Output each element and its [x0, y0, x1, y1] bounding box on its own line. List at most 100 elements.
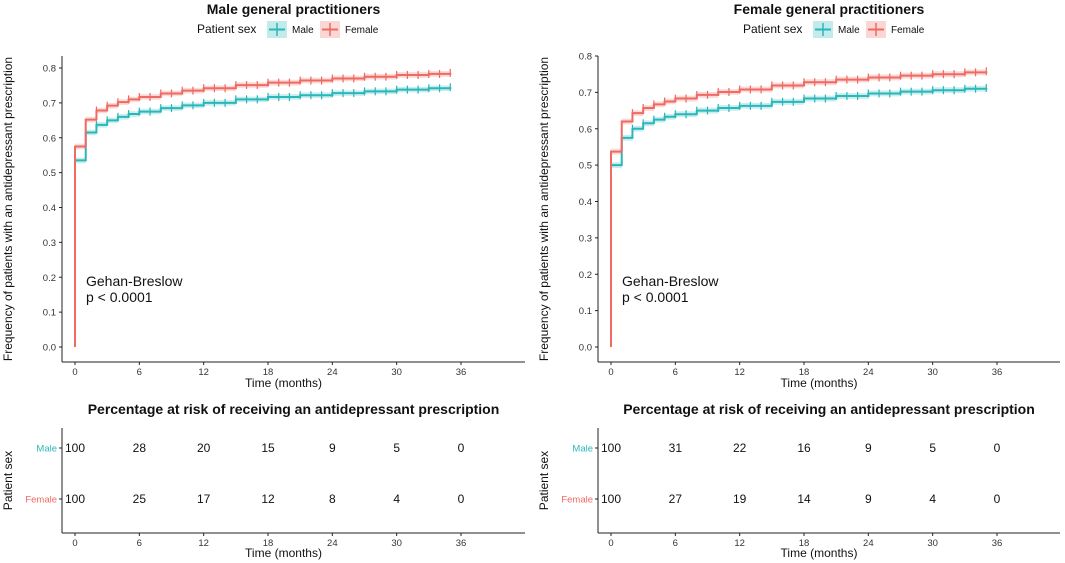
x-tick-label: 6 — [137, 367, 142, 378]
stat-test-name: Gehan-Breslow — [622, 273, 719, 289]
x-tick-label: 36 — [992, 367, 1003, 378]
risk-value-female: 12 — [261, 492, 275, 506]
legend-label-male: Male — [838, 25, 860, 36]
risk-x-axis-label: Time (months) — [245, 546, 322, 560]
risk-value-female: 4 — [393, 492, 400, 506]
risk-value-male: 100 — [601, 441, 621, 455]
y-tick-label: 0.7 — [579, 88, 592, 99]
risk-x-tick-label: 36 — [992, 538, 1003, 549]
risk-value-female: 27 — [669, 492, 683, 506]
risk-value-female: 100 — [601, 492, 621, 506]
x-tick-label: 18 — [263, 367, 274, 378]
y-tick-label: 0.4 — [43, 203, 56, 214]
x-tick-label: 0 — [608, 367, 613, 378]
y-tick-label: 0.8 — [43, 64, 56, 75]
risk-table-title: Percentage at risk of receiving an antid… — [623, 401, 1035, 417]
risk-value-male: 28 — [133, 441, 147, 455]
x-tick-label: 24 — [863, 367, 874, 378]
risk-value-female: 0 — [458, 492, 465, 506]
x-tick-label: 36 — [456, 367, 467, 378]
risk-x-tick-label: 30 — [927, 538, 938, 549]
risk-x-tick-label: 18 — [799, 538, 810, 549]
risk-value-female: 4 — [929, 492, 936, 506]
risk-value-male: 0 — [994, 441, 1001, 455]
y-tick-label: 0.7 — [43, 98, 56, 109]
risk-table-title: Percentage at risk of receiving an antid… — [88, 401, 500, 417]
y-tick-label: 0.3 — [579, 233, 592, 244]
risk-x-tick-label: 18 — [263, 538, 274, 549]
risk-x-tick-label: 30 — [391, 538, 402, 549]
x-axis-label: Time (months) — [781, 376, 858, 390]
risk-value-male: 0 — [458, 441, 465, 455]
y-tick-label: 0.1 — [43, 308, 56, 319]
risk-y-axis-label: Patient sex — [1, 451, 15, 510]
risk-value-male: 16 — [797, 441, 811, 455]
risk-value-male: 22 — [733, 441, 747, 455]
risk-row-label-female: Female — [25, 495, 57, 506]
x-tick-label: 24 — [327, 367, 338, 378]
ci-band-female — [75, 70, 451, 150]
y-tick-label: 0.6 — [43, 133, 56, 144]
y-tick-label: 0.2 — [43, 273, 56, 284]
km-curve-female — [610, 71, 988, 347]
x-tick-label: 6 — [673, 367, 678, 378]
y-axis-label: Frequency of patients with an antidepres… — [537, 57, 551, 361]
risk-x-tick-label: 6 — [137, 538, 142, 549]
stat-test-name: Gehan-Breslow — [86, 273, 183, 289]
x-tick-label: 12 — [198, 367, 209, 378]
panel-female-gp: Female general practitioners Patient sex M… — [537, 1, 1060, 560]
panel-male-gp: Male general practitioners Patient sex Mal… — [1, 1, 525, 560]
legend-label-female: Female — [345, 25, 379, 36]
y-tick-label: 0.1 — [579, 306, 592, 317]
risk-value-female: 100 — [65, 492, 85, 506]
x-tick-label: 0 — [72, 367, 77, 378]
risk-value-female: 19 — [733, 492, 747, 506]
risk-y-axis-label: Patient sex — [537, 451, 551, 510]
ci-band-male — [75, 84, 451, 164]
risk-x-axis-label: Time (months) — [781, 546, 858, 560]
risk-value-male: 9 — [865, 441, 872, 455]
ci-band-female — [611, 68, 987, 155]
ci-band-male — [611, 85, 987, 169]
y-tick-label: 0.0 — [579, 343, 592, 354]
y-tick-label: 0.2 — [579, 270, 592, 281]
y-tick-label: 0.8 — [579, 52, 592, 63]
risk-x-tick-label: 0 — [608, 538, 613, 549]
legend-title: Patient sex — [743, 22, 802, 36]
chart-title: Male general practitioners — [207, 1, 381, 17]
risk-x-tick-label: 12 — [734, 538, 745, 549]
risk-value-male: 31 — [669, 441, 683, 455]
stat-p-value: p < 0.0001 — [622, 289, 689, 305]
risk-row-label-male: Male — [572, 444, 593, 455]
risk-value-male: 5 — [929, 441, 936, 455]
legend-title: Patient sex — [197, 22, 256, 36]
chart-title: Female general practitioners — [734, 1, 925, 17]
risk-value-male: 100 — [65, 441, 85, 455]
km-curve-male — [610, 87, 988, 347]
km-curve-male — [74, 87, 452, 347]
x-axis-label: Time (months) — [245, 376, 322, 390]
legend-label-female: Female — [891, 25, 925, 36]
x-tick-label: 30 — [391, 367, 402, 378]
risk-x-tick-label: 12 — [198, 538, 209, 549]
risk-value-female: 14 — [797, 492, 811, 506]
stat-p-value: p < 0.0001 — [86, 289, 153, 305]
risk-x-tick-label: 36 — [456, 538, 467, 549]
y-tick-label: 0.6 — [579, 124, 592, 135]
y-tick-label: 0.4 — [579, 197, 592, 208]
legend: Patient sex Male Female — [743, 21, 925, 38]
risk-value-female: 0 — [994, 492, 1001, 506]
risk-x-tick-label: 24 — [327, 538, 338, 549]
y-tick-label: 0.5 — [579, 161, 592, 172]
risk-value-female: 17 — [197, 492, 211, 506]
risk-value-female: 9 — [865, 492, 872, 506]
risk-value-male: 15 — [261, 441, 275, 455]
y-tick-label: 0.5 — [43, 168, 56, 179]
y-tick-label: 0.0 — [43, 343, 56, 354]
risk-x-tick-label: 0 — [72, 538, 77, 549]
legend-label-male: Male — [292, 25, 314, 36]
risk-value-female: 25 — [133, 492, 147, 506]
risk-x-tick-label: 6 — [673, 538, 678, 549]
y-tick-label: 0.3 — [43, 238, 56, 249]
